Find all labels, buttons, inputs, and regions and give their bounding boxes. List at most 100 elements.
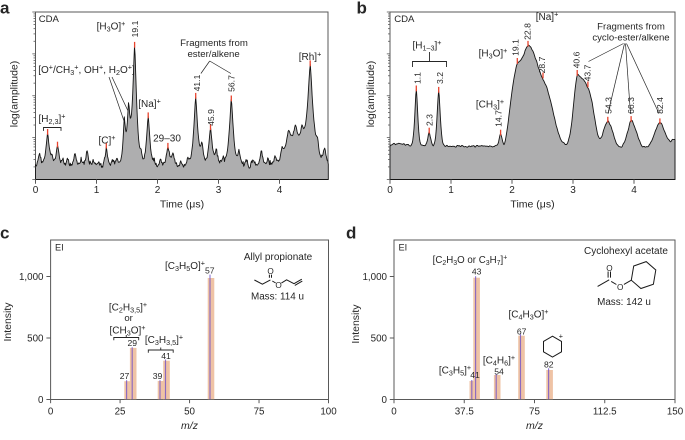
svg-text:Mass: 114 u: Mass: 114 u [251, 291, 304, 302]
svg-text:27: 27 [120, 371, 130, 381]
svg-text:0: 0 [391, 407, 397, 418]
svg-text:3: 3 [216, 185, 222, 196]
svg-text:Cyclohexyl acetate: Cyclohexyl acetate [584, 246, 668, 257]
svg-text:log(amplitude): log(amplitude) [365, 61, 377, 128]
svg-text:[CH3O]+: [CH3O]+ [110, 323, 146, 338]
svg-text:41: 41 [470, 370, 480, 380]
svg-text:1.1: 1.1 [413, 72, 423, 84]
svg-text:0: 0 [38, 395, 44, 406]
svg-text:67: 67 [517, 326, 527, 336]
svg-text:a: a [0, 0, 10, 18]
svg-text:14.7: 14.7 [494, 110, 504, 127]
svg-text:45.9: 45.9 [206, 109, 216, 126]
svg-text:50: 50 [184, 407, 195, 418]
svg-text:O: O [267, 267, 273, 276]
svg-text:d: d [346, 224, 356, 243]
svg-text:O: O [275, 281, 281, 290]
svg-text:40.6: 40.6 [571, 51, 581, 68]
svg-text:Intensity: Intensity [350, 304, 362, 344]
svg-text:[C]+: [C]+ [99, 133, 116, 146]
svg-text:1,000: 1,000 [362, 272, 387, 283]
svg-text:CDA: CDA [39, 14, 60, 25]
svg-text:[Na]+: [Na]+ [536, 10, 559, 23]
svg-text:28.7: 28.7 [537, 56, 547, 73]
svg-text:54.3: 54.3 [603, 97, 613, 114]
svg-text:[C2H3,5]+: [C2H3,5]+ [109, 300, 147, 315]
svg-text:[H3O]+: [H3O]+ [479, 46, 508, 61]
svg-text:[H2,3]+: [H2,3]+ [39, 112, 66, 127]
svg-text:82: 82 [544, 359, 554, 369]
svg-text:or: or [124, 313, 133, 324]
svg-text:19.1: 19.1 [511, 39, 521, 56]
svg-text:500: 500 [371, 333, 388, 344]
svg-text:0: 0 [48, 407, 54, 418]
svg-text:[C3H3,5]+: [C3H3,5]+ [145, 333, 183, 348]
svg-text:1: 1 [448, 185, 454, 196]
svg-text:Time (μs): Time (μs) [510, 199, 554, 211]
svg-text:29: 29 [128, 338, 138, 348]
svg-text:2.3: 2.3 [425, 114, 435, 126]
svg-text:3.2: 3.2 [435, 72, 445, 84]
svg-text:19.1: 19.1 [130, 20, 140, 37]
svg-text:0: 0 [33, 185, 39, 196]
svg-text:Time (μs): Time (μs) [160, 199, 204, 211]
svg-text:c: c [0, 224, 9, 243]
svg-text:22.8: 22.8 [522, 23, 532, 40]
svg-text:500: 500 [27, 333, 44, 344]
svg-text:[C3H5O]+: [C3H5O]+ [165, 259, 205, 274]
svg-text:39: 39 [153, 371, 163, 381]
svg-text:m/z: m/z [181, 420, 199, 432]
svg-text:100: 100 [320, 407, 337, 418]
svg-text:75: 75 [529, 407, 540, 418]
svg-text:3: 3 [570, 185, 576, 196]
svg-text:Fragments from: Fragments from [597, 22, 665, 33]
svg-text:66.3: 66.3 [626, 97, 636, 114]
svg-text:ester/alkene: ester/alkene [187, 49, 239, 60]
svg-text:2: 2 [155, 185, 161, 196]
svg-text:[H1–3]+: [H1–3]+ [413, 38, 442, 53]
svg-text:43: 43 [472, 267, 482, 277]
svg-text:cyclo-ester/alkene: cyclo-ester/alkene [592, 33, 669, 44]
svg-text:m/z: m/z [526, 420, 544, 432]
svg-text:4: 4 [631, 185, 637, 196]
svg-text:37.5: 37.5 [455, 407, 475, 418]
svg-text:25: 25 [115, 407, 126, 418]
svg-text:56.7: 56.7 [227, 75, 237, 92]
svg-text:+: + [559, 331, 563, 340]
svg-text:[C4H6]+: [C4H6]+ [483, 353, 515, 368]
svg-text:[CH3]+: [CH3]+ [476, 97, 504, 112]
svg-text:0: 0 [387, 185, 393, 196]
svg-text:[O+/CH3+, OH+, H2O+]: [O+/CH3+, OH+, H2O+] [38, 63, 135, 78]
svg-text:41.1: 41.1 [192, 74, 202, 91]
svg-text:Mass: 142 u: Mass: 142 u [597, 297, 651, 308]
svg-text:EI: EI [399, 243, 408, 253]
svg-text:log(amplitude): log(amplitude) [9, 61, 21, 128]
svg-text:EI: EI [55, 243, 64, 253]
svg-text:112.5: 112.5 [593, 407, 617, 418]
svg-text:Fragments from: Fragments from [180, 38, 248, 49]
svg-text:1: 1 [94, 185, 100, 196]
svg-text:O: O [617, 283, 623, 292]
svg-text:150: 150 [667, 407, 684, 418]
svg-text:Intensity: Intensity [2, 302, 14, 342]
svg-text:2: 2 [509, 185, 515, 196]
svg-text:75: 75 [254, 407, 265, 418]
svg-text:b: b [357, 0, 367, 18]
svg-text:4: 4 [277, 185, 283, 196]
svg-text:1,000: 1,000 [19, 272, 44, 283]
svg-text:41: 41 [161, 351, 171, 361]
svg-text:[C3H5]+: [C3H5]+ [439, 363, 471, 378]
svg-text:54: 54 [494, 366, 504, 376]
svg-text:29–30: 29–30 [153, 134, 181, 145]
svg-text:57: 57 [205, 266, 215, 276]
svg-text:CDA: CDA [394, 14, 415, 25]
svg-text:[C4H3O]+: [C4H3O]+ [509, 307, 549, 322]
svg-text:[H3O]+: [H3O]+ [97, 19, 126, 34]
svg-text:0: 0 [382, 395, 388, 406]
svg-text:43.7: 43.7 [583, 64, 593, 81]
svg-text:82.4: 82.4 [655, 97, 665, 114]
svg-text:Allyl propionate: Allyl propionate [244, 252, 313, 263]
svg-text:[Rh]+: [Rh]+ [299, 50, 322, 63]
svg-text:O: O [606, 264, 612, 273]
svg-text:[C2H3O or C3H7]+: [C2H3O or C3H7]+ [433, 255, 508, 268]
